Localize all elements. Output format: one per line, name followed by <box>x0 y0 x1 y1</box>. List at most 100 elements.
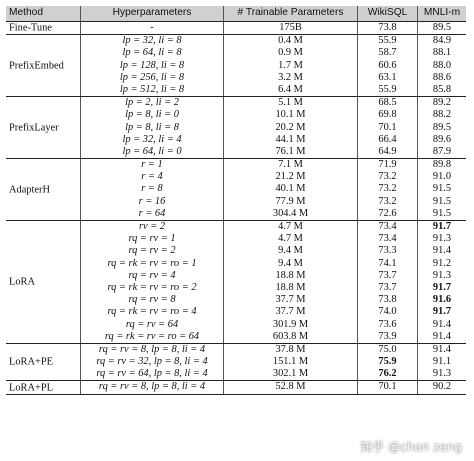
mnli-cell: 88.1 <box>417 47 466 60</box>
table-row: rq = rk = rv = ro = 64 603.8 M 73.9 91.4 <box>6 330 466 343</box>
trainable-params-cell: 37.7 M <box>223 294 357 307</box>
wikisql-cell: 73.4 <box>357 221 417 234</box>
mnli-cell: 89.5 <box>417 22 466 35</box>
method-cell <box>6 258 80 270</box>
table-row: r = 16 77.9 M 73.2 91.5 <box>6 195 466 208</box>
wikisql-cell: 73.3 <box>357 245 417 258</box>
method-cell <box>6 84 80 96</box>
header-mnli: MNLI-m <box>417 6 466 21</box>
trainable-params-cell: 44.1 M <box>223 133 357 146</box>
wikisql-cell: 73.2 <box>357 183 417 196</box>
trainable-params-cell: 301.9 M <box>223 318 357 331</box>
trainable-params-cell: 4.7 M <box>223 233 357 246</box>
method-cell <box>6 233 80 245</box>
mnli-cell: 88.6 <box>417 71 466 84</box>
method-group: rv = 2 4.7 M 73.4 91.7 rq = rv = 1 4.7 M 73.4 9… <box>6 221 466 344</box>
trainable-params-cell: 76.1 M <box>223 145 357 159</box>
wikisql-cell: 75.9 <box>357 356 417 369</box>
table-row: lp = 2, li = 2 5.1 M 68.5 89.2 <box>6 97 466 110</box>
trainable-params-cell: 9.4 M <box>223 257 357 270</box>
wikisql-cell: 70.1 <box>357 381 417 394</box>
method-cell <box>6 159 80 171</box>
hyperparameter-cell: lp = 64, li = 8 <box>80 47 223 60</box>
table-row: lp = 512, li = 8 6.4 M 55.9 85.8 <box>6 83 466 97</box>
trainable-params-cell: 9.4 M <box>223 245 357 258</box>
method-group: r = 1 7.1 M 71.9 89.8 r = 4 21.2 M 73.2 91.0 r =… <box>6 159 466 221</box>
method-group: -175B 73.8 89.5 Fine-Tune <box>6 21 466 36</box>
method-cell <box>6 344 80 356</box>
table-row: lp = 32, li = 4 44.1 M 66.4 89.6 <box>6 133 466 146</box>
trainable-params-cell: 52.8 M <box>223 381 357 394</box>
hyperparameter-cell: lp = 8, li = 0 <box>80 109 223 122</box>
mnli-cell: 91.7 <box>417 281 466 295</box>
wikisql-cell: 73.6 <box>357 318 417 331</box>
table-row: rq = rv = 32, lp = 8, li = 4 151.1 M 75.9 9… <box>6 356 466 369</box>
hyperparameter-cell: rq = rv = 2 <box>80 245 223 258</box>
wikisql-cell: 71.9 <box>357 159 417 172</box>
wikisql-cell: 73.4 <box>357 233 417 246</box>
wikisql-cell: 75.0 <box>357 343 417 357</box>
hyperparameter-cell: rq = rv = 64 <box>80 318 223 331</box>
wikisql-cell: 73.8 <box>357 294 417 307</box>
mnli-cell: 91.0 <box>417 171 466 184</box>
hyperparameter-cell: rq = rk = rv = ro = 2 <box>80 281 223 295</box>
mnli-cell: 88.0 <box>417 59 466 72</box>
wikisql-cell: 64.9 <box>357 145 417 159</box>
method-cell <box>6 146 80 158</box>
wikisql-cell: 73.7 <box>357 281 417 295</box>
results-table: Method Hyperparameters # Trainable Param… <box>6 6 466 395</box>
mnli-cell: 91.7 <box>417 306 466 319</box>
method-label: LoRA+PL <box>9 382 53 394</box>
trainable-params-cell: 302.1 M <box>223 368 357 381</box>
wikisql-cell: 69.8 <box>357 109 417 122</box>
table-row: lp = 8, li = 0 10.1 M 69.8 88.2 <box>6 109 466 122</box>
hyperparameter-cell: lp = 128, li = 8 <box>80 59 223 72</box>
wikisql-cell: 73.9 <box>357 330 417 343</box>
wikisql-cell: 70.1 <box>357 121 417 134</box>
table-row: rq = rv = 8 37.7 M 73.8 91.6 <box>6 294 466 307</box>
method-cell <box>6 97 80 109</box>
method-label: AdapterH <box>9 184 50 196</box>
hyperparameter-cell: r = 64 <box>80 207 223 220</box>
method-cell <box>6 306 80 318</box>
trainable-params-cell: 10.1 M <box>223 109 357 122</box>
mnli-cell: 89.2 <box>417 97 466 110</box>
table-row: -175B 73.8 89.5 <box>6 22 466 35</box>
hyperparameter-cell: r = 1 <box>80 159 223 172</box>
table-row: rq = rv = 2 9.4 M 73.3 91.4 <box>6 245 466 258</box>
table-row: lp = 64, li = 0 76.1 M 64.9 87.9 <box>6 145 466 159</box>
trainable-params-cell: 1.7 M <box>223 59 357 72</box>
trainable-params-cell: 603.8 M <box>223 330 357 343</box>
mnli-cell: 88.2 <box>417 109 466 122</box>
mnli-cell: 91.2 <box>417 257 466 270</box>
mnli-cell: 91.3 <box>417 269 466 282</box>
wikisql-cell: 60.6 <box>357 59 417 72</box>
wikisql-cell: 73.2 <box>357 195 417 208</box>
method-cell <box>6 171 80 183</box>
trainable-params-cell: 6.4 M <box>223 83 357 97</box>
mnli-cell: 91.6 <box>417 294 466 307</box>
mnli-cell: 91.5 <box>417 183 466 196</box>
hyperparameter-cell: rq = rv = 32, lp = 8, li = 4 <box>80 356 223 369</box>
method-cell <box>6 196 80 208</box>
hyperparameter-cell: rq = rv = 4 <box>80 269 223 282</box>
trainable-params-cell: 7.1 M <box>223 159 357 172</box>
hyperparameter-cell: rq = rv = 8, lp = 8, li = 4 <box>80 343 223 357</box>
hyperparameter-cell: - <box>80 22 223 35</box>
method-cell <box>6 331 80 343</box>
hyperparameter-cell: lp = 512, li = 8 <box>80 83 223 97</box>
mnli-cell: 91.1 <box>417 356 466 369</box>
trainable-params-cell: 40.1 M <box>223 183 357 196</box>
table-row: rq = rv = 8, lp = 8, li = 4 52.8 M 70.1 90.… <box>6 381 466 394</box>
wikisql-cell: 58.7 <box>357 47 417 60</box>
trainable-params-cell: 77.9 M <box>223 195 357 208</box>
wikisql-cell: 63.1 <box>357 71 417 84</box>
method-cell <box>6 208 80 220</box>
wikisql-cell: 74.0 <box>357 306 417 319</box>
header-method: Method <box>9 7 43 19</box>
mnli-cell: 85.8 <box>417 83 466 97</box>
wikisql-cell: 73.8 <box>357 22 417 35</box>
mnli-cell: 89.8 <box>417 159 466 172</box>
wikisql-cell: 55.9 <box>357 83 417 97</box>
method-cell <box>6 35 80 47</box>
